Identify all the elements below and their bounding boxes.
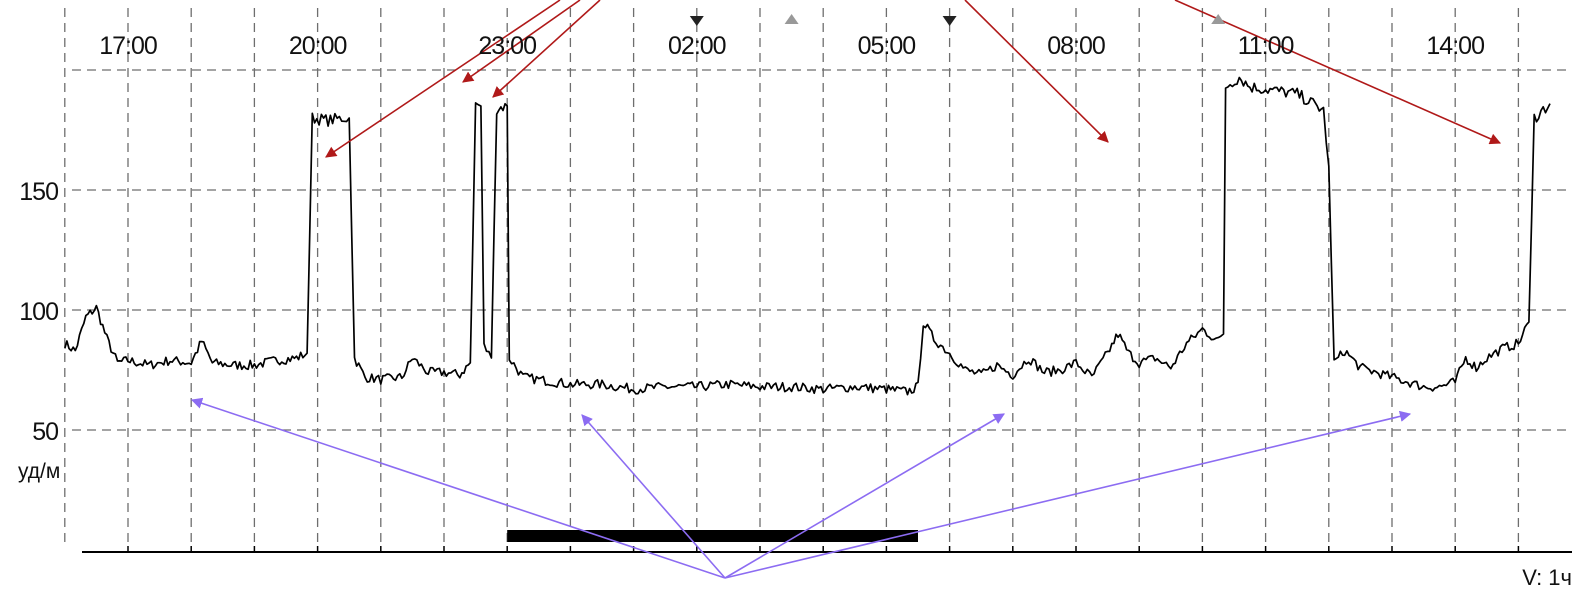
event-bar-1 [507,530,918,542]
annotation-arrow-upper-5 [1174,0,1502,145]
x-tick-label: 11:00 [1238,32,1294,60]
annotation-arrow-lower-2 [581,414,726,579]
x-tick-label: 05:00 [858,32,916,60]
x-tick-label: 14:00 [1426,32,1484,60]
triangle-up-marker [784,14,799,24]
triangle-down-marker [689,16,704,26]
x-tick-label: 20:00 [289,32,347,60]
grid-layer [64,8,1572,548]
y-tick-label: 100 [19,298,58,326]
x-tick-label: 23:00 [478,32,536,60]
baseline-layer [82,546,1572,553]
y-tick-label: 50 [32,418,58,446]
y-unit-label: уд/м [18,460,60,483]
annotation-arrow-upper-4 [964,0,1109,143]
tick-labels-layer: 17:00 20:00 23:00 02:00 05:00 08:00 11:00 14:00… [18,32,1572,590]
triangle-down-marker [942,16,957,26]
heart-rate-line-1 [63,76,1551,396]
annotation-arrow-upper-3 [492,0,601,98]
annotation-arrow-upper-2 [462,0,581,83]
triangle-up-marker [1211,14,1226,24]
series-layer [63,76,1551,396]
top-markers-layer [689,14,1226,26]
annotation-arrow-lower-4 [724,410,1412,579]
x-tick-label: 08:00 [1047,32,1105,60]
event-bars-layer [507,530,918,542]
annotation-arrow-lower-1 [190,397,726,579]
y-tick-label: 150 [19,178,58,206]
x-tick-label: 02:00 [668,32,726,60]
annotation-arrow-lower-3 [724,413,1005,579]
annotation-arrow-upper-1 [325,0,561,158]
x-tick-label: 17:00 [99,32,157,60]
corner-scale-label: V: 1ч [1522,565,1572,590]
annotation-arrows-layer [190,0,1502,579]
